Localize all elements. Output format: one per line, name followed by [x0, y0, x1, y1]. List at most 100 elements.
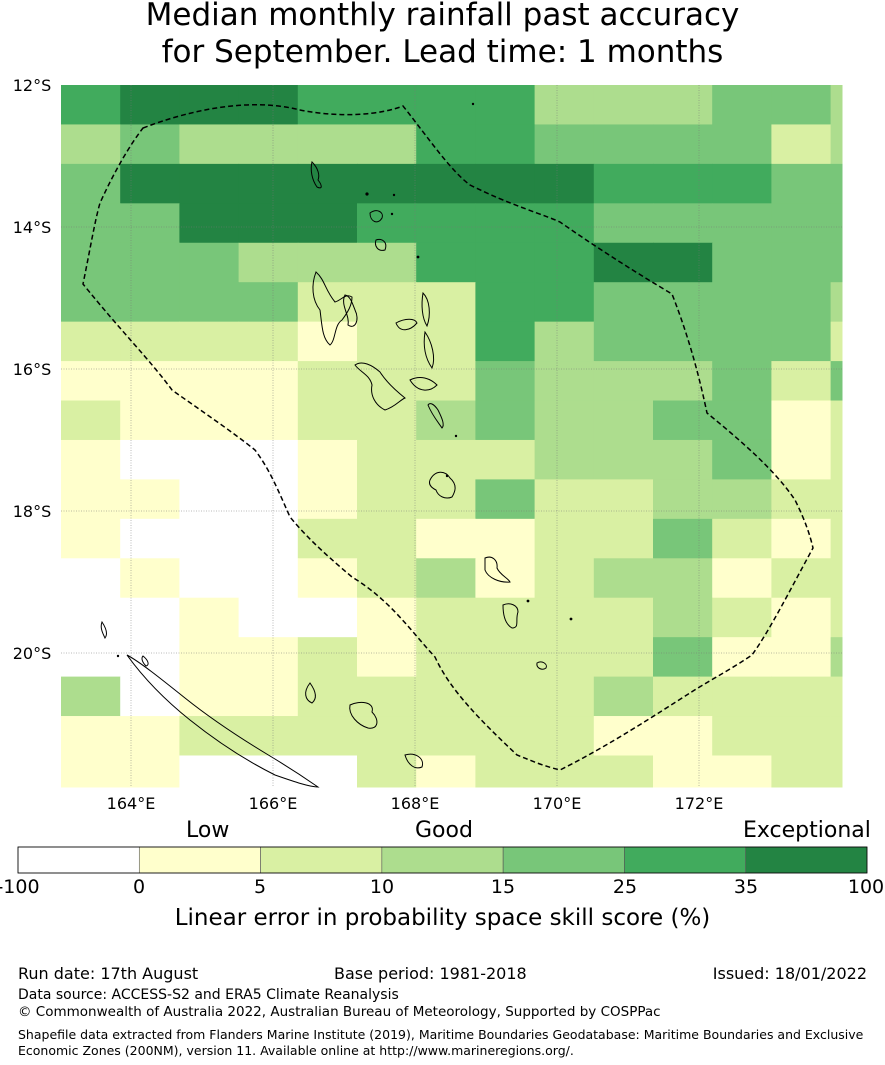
colorbar-tick: 0 [132, 876, 146, 898]
grid-cell [179, 637, 240, 678]
grid-cell [61, 439, 121, 480]
grid-cell [179, 85, 240, 125]
grid-cell [61, 124, 121, 165]
colorbar-title: Linear error in probability space skill … [174, 905, 711, 931]
map-title-line-2: for September. Lead time: 1 months [161, 34, 724, 70]
grid-cell [475, 321, 536, 362]
grid-cell [712, 124, 772, 165]
lon-label: 172°E [675, 794, 724, 813]
colorbar-category-good: Good [415, 818, 473, 843]
lat-label: 12°S [13, 76, 52, 95]
grid-cell [593, 637, 654, 678]
grid-cell [179, 163, 240, 204]
grid-cell [653, 637, 713, 678]
colorbar-swatch [138, 846, 261, 874]
grid-cell [593, 439, 654, 480]
shapefile-credit-line-1: Shapefile data extracted from Flanders M… [18, 1027, 864, 1042]
grid-cell [357, 439, 417, 480]
grid-cell [357, 755, 417, 788]
grid-cell [593, 597, 654, 638]
grid-cell [712, 597, 772, 638]
grid-cell [357, 400, 417, 441]
colorbar-category-low: Low [186, 818, 230, 843]
grid-cell [357, 124, 417, 165]
grid-cell [830, 242, 843, 283]
grid-cell [534, 558, 595, 599]
grid-cell [120, 755, 180, 788]
grid-cell [416, 321, 476, 362]
grid-cell [534, 676, 595, 717]
grid-cell [61, 518, 121, 559]
grid-cell [593, 321, 654, 362]
grid-cell [475, 203, 536, 244]
grid-cell [297, 637, 358, 678]
grid-cell [712, 479, 772, 520]
lon-label: 164°E [107, 794, 156, 813]
colorbar-swatch [502, 846, 625, 874]
grid-cell [61, 361, 121, 402]
grid-cell [771, 400, 832, 441]
grid-cell [830, 755, 843, 788]
grid-cell [238, 597, 299, 638]
grid-cell [61, 558, 121, 599]
grid-cell [712, 163, 772, 204]
grid-cell [61, 597, 121, 638]
grid-cell [297, 676, 358, 717]
grid-cell [653, 558, 713, 599]
grid-cell [830, 85, 843, 125]
grid-cell [653, 518, 713, 559]
grid-cell [297, 203, 358, 244]
map-title-line-1: Median monthly rainfall past accuracy [145, 0, 740, 33]
grid-cell [830, 361, 843, 402]
grid-cell [297, 716, 358, 756]
grid-cell [416, 282, 476, 323]
grid-cell [534, 716, 595, 756]
eez-boundary [82, 104, 814, 771]
grid-cell [120, 361, 180, 402]
grid-cell [297, 321, 358, 362]
grid-cell [534, 85, 595, 125]
grid-cell [712, 282, 772, 323]
grid-cell [416, 676, 476, 717]
grid-cell [238, 361, 299, 402]
grid-cell [593, 85, 654, 125]
grid-cell [593, 361, 654, 402]
colorbar-tick: 100 [847, 876, 885, 898]
grid-cell [534, 637, 595, 678]
grid-cell [238, 716, 299, 756]
grid-cell [357, 518, 417, 559]
grid-cell [534, 163, 595, 204]
grid-cell [771, 716, 832, 756]
grid-cell [416, 637, 476, 678]
grid-cell [712, 242, 772, 283]
grid-cell [475, 361, 536, 402]
grid-cell [830, 400, 843, 441]
grid-cell [475, 400, 536, 441]
colorbar-swatch [17, 846, 140, 874]
grid-cell [61, 676, 121, 717]
grid-cell [297, 400, 358, 441]
grid-cell [357, 479, 417, 520]
grid-cell [712, 716, 772, 756]
colorbar-tick: 10 [369, 876, 395, 898]
grid-cell [475, 518, 536, 559]
grid-cell [593, 755, 654, 788]
grid-cell [61, 479, 121, 520]
grid-cell [297, 242, 358, 283]
grid-cell [830, 163, 843, 204]
grid-cell [534, 755, 595, 788]
lat-label: 16°S [13, 360, 52, 379]
grid-cell [416, 558, 476, 599]
grid-cell [653, 716, 713, 756]
grid-cell [120, 242, 180, 283]
grid-cell [771, 163, 832, 204]
grid-cell [712, 203, 772, 244]
grid-cell [593, 479, 654, 520]
grid-cell [120, 439, 180, 480]
grid-cell [771, 124, 832, 165]
grid-cell [120, 400, 180, 441]
lat-label: 20°S [13, 644, 52, 663]
grid-cell [593, 163, 654, 204]
grid-cell [830, 518, 843, 559]
